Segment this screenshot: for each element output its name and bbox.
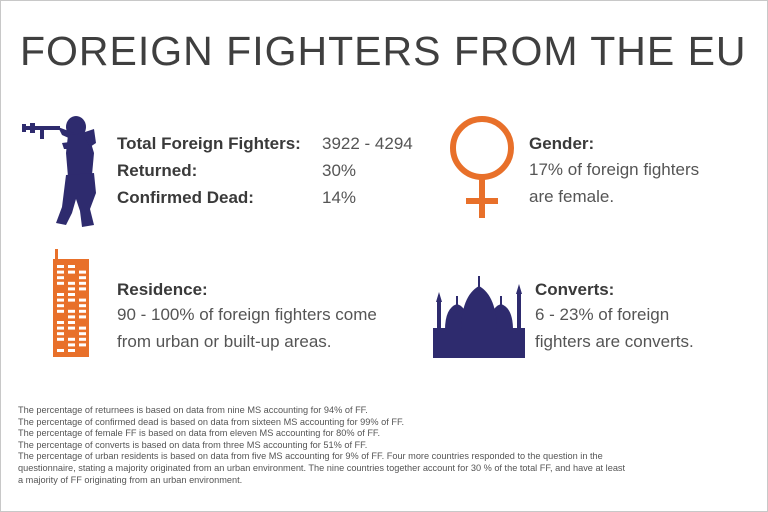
confirmed-dead-value: 14% bbox=[322, 188, 357, 207]
page-title: FOREIGN FIGHTERS FROM THE EU bbox=[20, 28, 747, 74]
converts-title: Converts: bbox=[535, 280, 615, 299]
returned-value: 30% bbox=[322, 161, 357, 180]
mosque-icon bbox=[433, 276, 525, 358]
converts-text-line1: 6 - 23% of foreign bbox=[535, 305, 670, 324]
footnote-line: The percentage of female FF is based on … bbox=[18, 428, 381, 439]
footnote-line: The percentage of converts is based on d… bbox=[18, 439, 368, 450]
footnote-line: The percentage of confirmed dead is base… bbox=[18, 416, 405, 427]
converts-text-line2: fighters are converts. bbox=[535, 332, 694, 351]
footnotes: The percentage of returnees is based on … bbox=[18, 405, 753, 486]
gender-text-line1: 17% of foreign fighters bbox=[529, 160, 700, 179]
gender-text-line2: are female. bbox=[529, 187, 615, 206]
residence-text-line1: 90 - 100% of foreign fighters come bbox=[117, 305, 377, 324]
total-fighters-value: 3922 - 4294 bbox=[322, 134, 413, 153]
footnote-line: a majority of FF originating from an urb… bbox=[18, 474, 243, 485]
gender-title: Gender: bbox=[529, 134, 595, 153]
soldier-silhouette-icon bbox=[22, 116, 96, 227]
residence-text-line2: from urban or built-up areas. bbox=[117, 332, 332, 351]
female-symbol-icon bbox=[450, 116, 514, 218]
returned-label: Returned: bbox=[117, 161, 198, 180]
building-icon bbox=[53, 249, 89, 357]
confirmed-dead-label: Confirmed Dead: bbox=[117, 188, 254, 207]
footnote-line: questionnaire, stating a majority origin… bbox=[18, 462, 626, 473]
footnote-line: The percentage of urban residents is bas… bbox=[18, 451, 603, 462]
footnote-line: The percentage of returnees is based on … bbox=[18, 405, 368, 415]
total-fighters-label: Total Foreign Fighters: bbox=[117, 134, 301, 153]
residence-title: Residence: bbox=[117, 280, 208, 299]
